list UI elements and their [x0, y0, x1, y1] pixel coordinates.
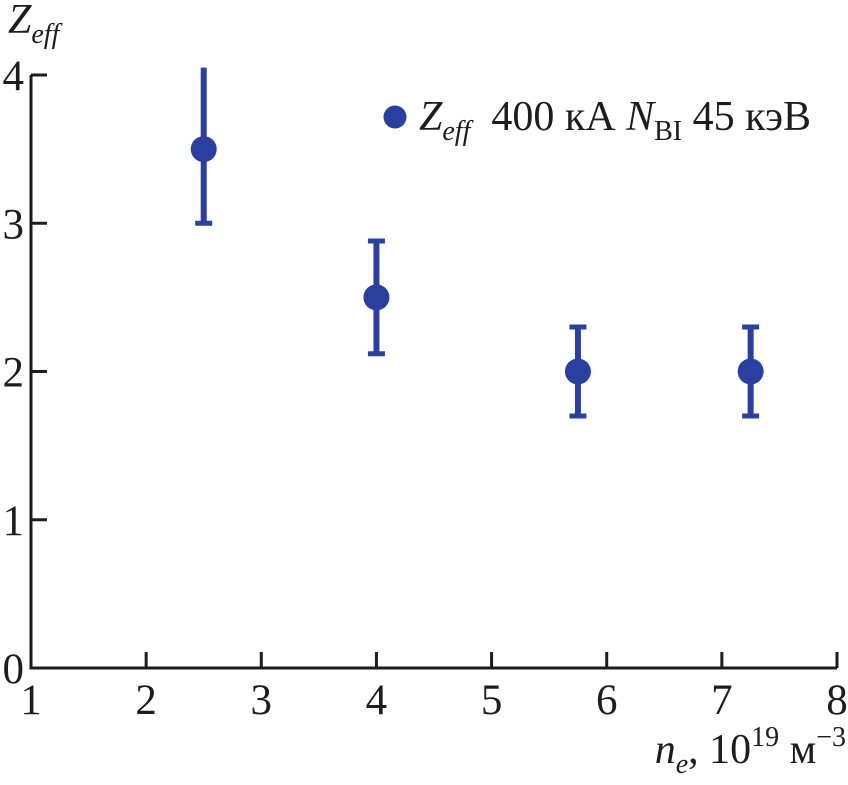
legend-label: Zeff 400 кА NBI 45 кэВ [419, 94, 811, 147]
y-tick-label: 1 [3, 498, 25, 545]
x-tick-label: 5 [481, 677, 503, 724]
x-tick-label: 7 [711, 677, 733, 724]
data-point [363, 238, 390, 357]
x-tick-label: 8 [826, 677, 848, 724]
data-point-marker [363, 284, 390, 311]
data-point [190, 67, 217, 226]
y-tick-label: 2 [3, 350, 25, 397]
x-tick-label: 4 [366, 677, 388, 724]
data-point-marker [190, 136, 217, 163]
x-tick-label: 2 [135, 677, 157, 724]
legend: Zeff 400 кА NBI 45 кэВ [383, 94, 811, 147]
y-tick-label: 4 [3, 53, 25, 100]
legend-marker-icon [383, 105, 407, 129]
data-point [737, 324, 764, 419]
x-tick-label: 1 [20, 677, 42, 724]
x-tick-label: 3 [251, 677, 273, 724]
data-point-marker [564, 358, 591, 385]
x-tick-label: 6 [596, 677, 618, 724]
data-point [564, 324, 591, 419]
y-axis-title: Zeff [8, 0, 63, 50]
y-tick-label: 0 [3, 646, 25, 693]
x-axis-title: ne, 1019 м−3 [655, 722, 846, 780]
data-point-marker [737, 358, 764, 385]
y-tick-label: 3 [3, 201, 25, 248]
